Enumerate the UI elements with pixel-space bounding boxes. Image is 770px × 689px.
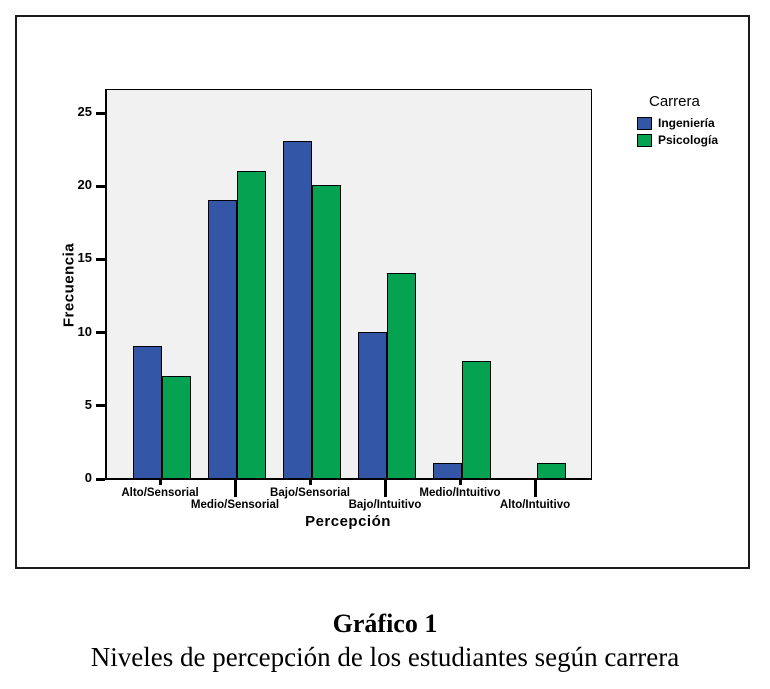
figure-frame: Frecuencia Percepción Carrera Ingeniería… bbox=[15, 15, 750, 569]
x-tick bbox=[383, 478, 387, 497]
legend-item-label: Ingeniería bbox=[658, 116, 715, 130]
bar-series-1 bbox=[162, 375, 191, 478]
caption-subtitle: Niveles de percepción de los estudiantes… bbox=[90, 642, 680, 672]
bar-series-1 bbox=[537, 463, 566, 478]
bar-cluster bbox=[208, 170, 266, 478]
plot-area bbox=[105, 89, 592, 480]
legend-title: Carrera bbox=[649, 93, 700, 110]
legend-item-label: Psicología bbox=[658, 133, 719, 147]
bar-cluster bbox=[508, 463, 566, 478]
y-tick-label: 25 bbox=[77, 104, 92, 119]
bar-cluster bbox=[433, 360, 491, 478]
legend-item: Psicología bbox=[637, 133, 749, 147]
bar-cluster bbox=[283, 141, 341, 478]
y-tick bbox=[96, 404, 105, 408]
y-tick bbox=[96, 111, 105, 115]
bar-cluster bbox=[133, 346, 191, 478]
caption-title: Gráfico 1 bbox=[332, 609, 438, 638]
bar-series-0 bbox=[283, 141, 312, 478]
y-tick bbox=[96, 331, 105, 335]
legend-items: Ingeniería Psicología bbox=[637, 116, 749, 147]
y-tick bbox=[96, 477, 105, 481]
x-tick bbox=[233, 478, 237, 497]
bar-series-1 bbox=[387, 273, 416, 478]
bar-series-0 bbox=[358, 331, 387, 478]
x-axis-title: Percepción bbox=[305, 513, 391, 530]
x-tick bbox=[308, 478, 312, 485]
x-tick-label: Bajo/Sensorial bbox=[270, 487, 350, 499]
x-tick-label: Medio/Intuitivo bbox=[419, 487, 501, 499]
bar-cluster bbox=[358, 273, 416, 478]
legend-item: Ingeniería bbox=[637, 116, 749, 130]
legend-swatch-icon bbox=[637, 133, 652, 147]
x-tick-label: Alto/Sensorial bbox=[121, 487, 199, 499]
legend-swatch-icon bbox=[637, 116, 652, 130]
y-tick bbox=[96, 184, 105, 188]
y-tick-label: 10 bbox=[77, 323, 92, 339]
legend: Carrera Ingeniería Psicología bbox=[637, 93, 749, 150]
x-tick bbox=[158, 478, 162, 485]
bar-series-1 bbox=[462, 360, 491, 478]
bar-series-1 bbox=[237, 170, 266, 478]
x-tick bbox=[533, 478, 537, 497]
x-tick-label: Bajo/Intuitivo bbox=[348, 499, 422, 511]
x-tick-label: Alto/Intuitivo bbox=[499, 499, 571, 511]
y-tick-label: 5 bbox=[84, 396, 92, 412]
y-tick-label: 0 bbox=[84, 470, 92, 485]
bar-series-0 bbox=[433, 463, 462, 478]
y-tick bbox=[96, 257, 105, 261]
caption: Gráfico 1 Niveles de percepción de los e… bbox=[0, 608, 770, 674]
x-tick-label: Medio/Sensorial bbox=[190, 499, 280, 511]
y-tick-label: 15 bbox=[77, 250, 92, 266]
bar-series-0 bbox=[133, 346, 162, 478]
y-tick-label: 20 bbox=[77, 177, 92, 193]
x-tick bbox=[458, 478, 462, 485]
bar-series-0 bbox=[208, 199, 237, 478]
bar-series-1 bbox=[312, 185, 341, 478]
